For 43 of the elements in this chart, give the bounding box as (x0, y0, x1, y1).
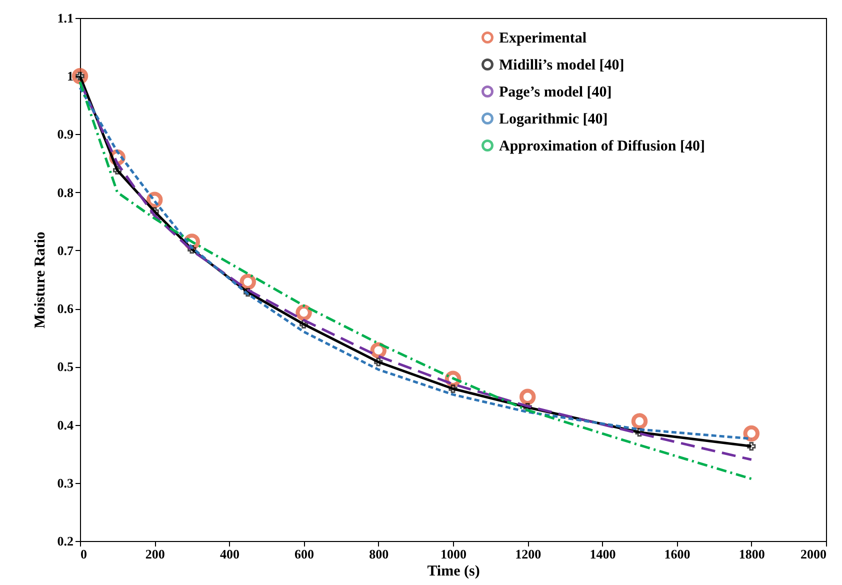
point (374, 358, 383, 366)
y-tick-label: 0.2 (57, 534, 74, 548)
x-tick-label: 1800 (738, 546, 765, 562)
point (448, 384, 458, 394)
x-tick-label: 600 (294, 546, 314, 562)
y-tick-label: 0.9 (57, 126, 74, 142)
x-tick-label: 800 (369, 546, 389, 562)
legend-label: Page’s model [40] (499, 84, 612, 100)
point (113, 166, 122, 175)
x-axis-title: Time (s) (427, 564, 480, 580)
y-axis-title: Moisture Ratio (32, 232, 48, 328)
x-tick-label: 0 (80, 546, 87, 562)
point (240, 274, 256, 290)
point (296, 304, 312, 321)
y-tick-label: 0.6 (57, 301, 74, 316)
y-tick-label: 0.4 (57, 417, 74, 432)
point (635, 428, 644, 437)
y-tick-label: 0.8 (57, 184, 74, 200)
y-tick-label: 1.1 (57, 10, 74, 26)
point (150, 207, 159, 216)
x-tick-label: 400 (220, 546, 240, 562)
x-tick-label: 1400 (590, 546, 616, 562)
point (146, 192, 163, 208)
point (244, 288, 252, 297)
legend-label: Approximation of Diffusion [40] (499, 138, 705, 154)
point (747, 442, 756, 451)
point (631, 413, 648, 430)
x-tick-label: 2000 (800, 546, 826, 562)
x-tick-label: 1000 (440, 546, 466, 562)
point (300, 320, 308, 329)
legend-label: Logarithmic [40] (499, 112, 608, 128)
y-tick-label: 1 (67, 68, 74, 84)
legend-label: Experimental (499, 30, 586, 46)
x-tick-label: 200 (145, 546, 165, 562)
legend-label: Midilli’s model [40] (499, 58, 624, 74)
x-tick-label: 1200 (515, 546, 542, 562)
y-tick-label: 0.5 (57, 359, 74, 374)
y-tick-label: 0.7 (57, 242, 74, 258)
x-tick-label: 1600 (664, 546, 690, 562)
point (188, 244, 196, 254)
point (743, 425, 760, 442)
point (519, 388, 536, 405)
y-tick-label: 0.3 (57, 475, 74, 490)
